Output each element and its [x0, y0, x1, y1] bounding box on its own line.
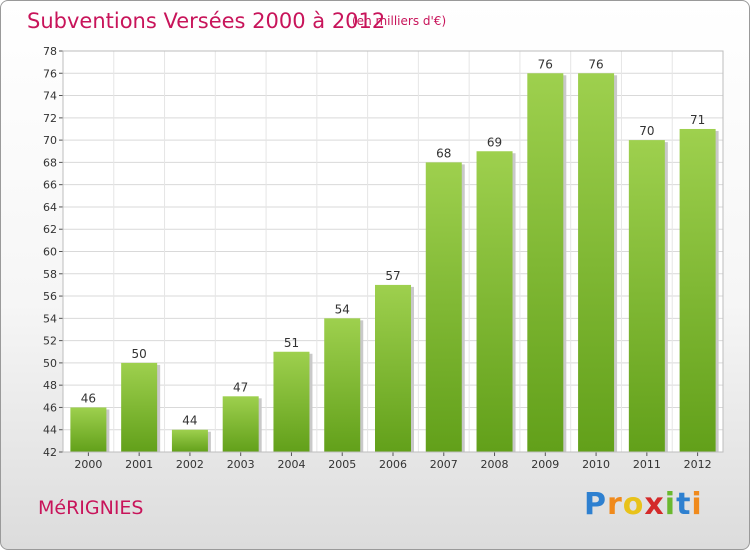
- plot-border: [62, 50, 724, 453]
- bar-value-label: 50: [132, 347, 147, 361]
- y-tick-label: 54: [43, 312, 57, 325]
- y-tick-label: 70: [43, 134, 57, 147]
- y-tick-label: 68: [43, 156, 57, 169]
- bar-value-label: 44: [182, 414, 197, 428]
- x-tick-label: 2002: [176, 458, 204, 471]
- y-tick-label: 72: [43, 112, 57, 125]
- x-tick-label: 2011: [633, 458, 661, 471]
- bar-value-label: 54: [335, 302, 350, 316]
- bar-2001: [121, 362, 158, 452]
- x-tick-label: 2012: [684, 458, 712, 471]
- y-tick-label: 44: [43, 424, 57, 437]
- x-tick-label: 2006: [379, 458, 407, 471]
- x-tick-label: 2005: [328, 458, 356, 471]
- bar-2011: [628, 140, 665, 452]
- y-tick-label: 64: [43, 201, 57, 214]
- bar-value-label: 46: [81, 391, 96, 405]
- bar-2004: [273, 351, 310, 452]
- bar-value-label: 69: [487, 135, 502, 149]
- y-tick-label: 66: [43, 179, 57, 192]
- bar-value-label: 51: [284, 336, 299, 350]
- bar-value-label: 57: [385, 269, 400, 283]
- bar-value-label: 70: [639, 124, 654, 138]
- y-tick-label: 46: [43, 401, 57, 414]
- y-tick-label: 60: [43, 246, 57, 259]
- bar-2003: [222, 396, 259, 452]
- location-name: MéRIGNIES: [38, 497, 144, 519]
- proxiti-logo: Proxiti: [584, 487, 703, 522]
- y-tick-label: 50: [43, 357, 57, 370]
- x-tick-label: 2000: [74, 458, 102, 471]
- y-tick-label: 76: [43, 67, 57, 80]
- bar-2007: [425, 162, 462, 452]
- x-tick-label: 2004: [277, 458, 305, 471]
- y-tick-label: 56: [43, 290, 57, 303]
- bar-2002: [171, 429, 208, 452]
- bar-value-label: 68: [436, 146, 451, 160]
- axes: [59, 50, 724, 456]
- y-tick-label: 42: [43, 446, 57, 459]
- bar-2000: [70, 407, 107, 452]
- y-tick-label: 62: [43, 223, 57, 236]
- bar-value-label: 71: [690, 113, 705, 127]
- labels: 42 44 46 48 50 52 54 56 58 60 62 64 66 68 70 72 74 76 78 46…: [43, 45, 712, 471]
- bar-2006: [375, 284, 411, 452]
- x-tick-label: 2007: [430, 458, 458, 471]
- bar-value-label: 47: [233, 380, 248, 394]
- y-tick-label: 48: [43, 379, 57, 392]
- bar-2010: [578, 73, 615, 453]
- bar-2005: [324, 318, 361, 452]
- y-tick-label: 58: [43, 268, 57, 281]
- bar-2008: [476, 151, 513, 452]
- y-tick-label: 74: [43, 90, 57, 103]
- y-tick-label: 52: [43, 335, 57, 348]
- bars: [70, 73, 719, 453]
- x-tick-label: 2008: [481, 458, 509, 471]
- chart-title: Subventions Versées 2000 à 2012: [27, 9, 386, 33]
- bar-2009: [527, 73, 564, 453]
- unit-note: (en milliers d'€): [352, 14, 447, 28]
- x-tick-label: 2003: [227, 458, 255, 471]
- bar-value-label: 76: [538, 57, 553, 71]
- x-tick-label: 2010: [582, 458, 610, 471]
- x-tick-label: 2001: [125, 458, 153, 471]
- x-tick-label: 2009: [531, 458, 559, 471]
- bar-value-label: 76: [588, 57, 603, 71]
- bar-2012: [679, 128, 716, 452]
- y-tick-label: 78: [43, 45, 57, 58]
